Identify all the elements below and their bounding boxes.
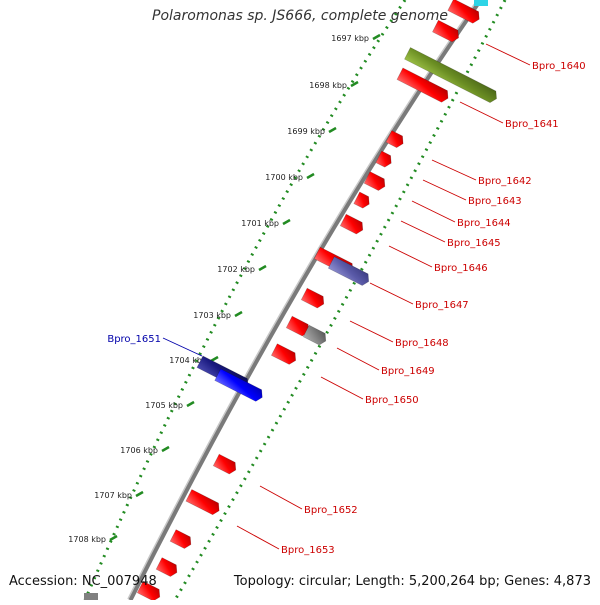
gene-leader-line <box>369 282 414 305</box>
gene-feature <box>302 324 327 346</box>
gene-label[interactable]: Bpro_1651 <box>107 334 161 345</box>
gene-feature <box>270 343 297 365</box>
gene-label[interactable]: Bpro_1643 <box>468 196 522 207</box>
gene-feature <box>375 150 392 168</box>
gene-leader-line <box>388 245 433 268</box>
kbp-tick-mark <box>350 80 359 88</box>
gene-leader-line <box>162 337 203 357</box>
gene-label[interactable]: Bpro_1642 <box>478 176 532 187</box>
gene-feature <box>155 557 178 577</box>
kbp-tick-mark <box>161 445 170 453</box>
kbp-tick-label: 1697 kbp <box>331 34 369 43</box>
kbp-tick-label: 1703 kbp <box>193 311 231 320</box>
gene-labels: Bpro_1640 Bpro_1641 Bpro_1642 Bpro_1643 Bpro… <box>107 43 586 556</box>
genome-title: Polaromonas sp. JS666, complete genome <box>152 8 448 24</box>
kbp-tick-mark <box>234 310 243 318</box>
gene-leader-line <box>320 376 364 400</box>
gene-leader-line <box>236 525 280 550</box>
gene-feature <box>447 0 480 24</box>
gene-label[interactable]: Bpro_1649 <box>381 366 435 377</box>
gene-feature <box>212 453 237 475</box>
gene-feature <box>214 368 263 402</box>
gene-leader-line <box>349 320 394 343</box>
gene-features <box>84 0 497 602</box>
gene-label[interactable]: Bpro_1650 <box>365 395 419 406</box>
kbp-tick-mark <box>135 490 144 498</box>
contig-marker <box>84 593 98 601</box>
gene-feature <box>404 47 497 104</box>
kbp-tick-label: 1701 kbp <box>241 219 279 228</box>
kbp-tick-mark <box>306 172 315 180</box>
kbp-tick-label: 1704 kbp <box>169 356 207 365</box>
kbp-tick-label: 1708 kbp <box>68 535 106 544</box>
kbp-tick-mark <box>210 355 219 363</box>
kbp-tick-label: 1699 kbp <box>287 127 325 136</box>
kbp-tick-mark <box>372 33 381 41</box>
gene-label[interactable]: Bpro_1647 <box>415 300 469 311</box>
gene-leader-line <box>400 220 446 243</box>
gene-label[interactable]: Bpro_1644 <box>457 218 511 229</box>
gene-feature <box>327 256 370 286</box>
kbp-guide-line <box>83 0 407 601</box>
kbp-tick-label: 1702 kbp <box>217 265 255 274</box>
gene-feature <box>363 171 386 191</box>
gene-label[interactable]: Bpro_1640 <box>532 61 586 72</box>
kbp-tick-mark <box>109 534 118 542</box>
kbp-tick-label: 1706 kbp <box>120 446 158 455</box>
genome-backbone <box>127 0 483 602</box>
gene-label[interactable]: Bpro_1641 <box>505 119 559 130</box>
kbp-tick-mark <box>258 264 267 272</box>
kbp-tick-mark <box>282 218 291 226</box>
gene-leader-line <box>431 159 477 181</box>
topology-label: Topology: circular; Length: 5,200,264 bp… <box>233 574 591 589</box>
gene-feature <box>385 130 404 148</box>
kbp-tick-label: 1698 kbp <box>309 81 347 90</box>
kbp-tick-mark <box>328 126 337 134</box>
gene-leader-line <box>411 200 456 223</box>
kbp-tick-label: 1700 kbp <box>265 173 303 182</box>
gene-label[interactable]: Bpro_1652 <box>304 505 358 516</box>
gene-leader-line <box>485 43 531 66</box>
gene-feature <box>185 489 220 516</box>
gene-leader-line <box>459 101 504 124</box>
gene-leader-line <box>336 347 380 371</box>
gene-label[interactable]: Bpro_1645 <box>447 238 501 249</box>
gene-feature <box>432 19 459 43</box>
gene-feature <box>300 287 325 309</box>
kbp-tick-mark <box>186 400 195 408</box>
gene-feature <box>339 213 364 235</box>
gene-leader-line <box>259 485 303 510</box>
gene-label[interactable]: Bpro_1653 <box>281 545 335 556</box>
gene-feature <box>396 67 449 103</box>
gene-feature <box>353 191 370 209</box>
accession-label: Accession: NC_007948 <box>9 574 157 589</box>
kbp-tick-label: 1705 kbp <box>145 401 183 410</box>
contig-marker <box>474 0 488 6</box>
gene-label[interactable]: Bpro_1646 <box>434 263 488 274</box>
gene-feature <box>169 529 192 549</box>
gene-leader-line <box>422 179 467 201</box>
kbp-tick-label: 1707 kbp <box>94 491 132 500</box>
gene-label[interactable]: Bpro_1648 <box>395 338 449 349</box>
